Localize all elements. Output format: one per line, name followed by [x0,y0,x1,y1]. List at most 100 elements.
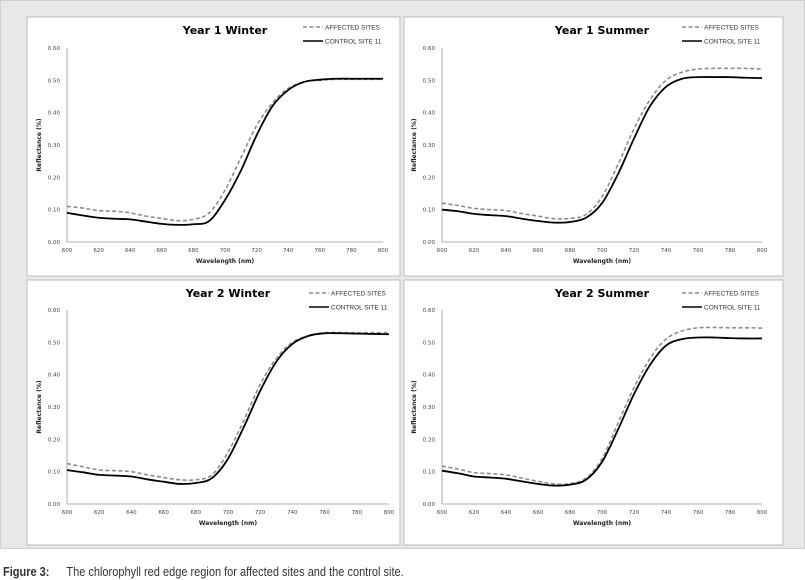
x-tick-label: 780 [725,248,736,254]
x-tick-label: 780 [725,510,736,516]
y-tick-label: 0.00 [48,502,61,508]
y-tick-label: 0.50 [48,340,61,346]
chart-title: Year 1 Winter [182,24,268,37]
chart-title: Year 2 Winter [185,287,271,300]
y-tick-label: 0.30 [423,405,436,411]
legend-label: AFFECTED SITES [704,290,760,297]
control-site-line [441,336,763,487]
x-tick-label: 680 [565,248,576,254]
control-site-line [66,332,390,485]
chart-panel: Year 1 Winter 0.00 0.10 0.20 0.30 0.40 0.50 0.6… [26,16,401,277]
figure-caption: Figure 3: The chlorophyll red edge region… [3,565,404,579]
affected-sites-line [66,331,389,482]
x-tick-label: 660 [533,510,544,516]
legend-label: AFFECTED SITES [331,290,387,297]
legend-label: AFFECTED SITES [704,24,760,31]
chart-title: Year 1 Summer [554,24,650,37]
control-site-line [441,76,763,224]
y-tick-label: 0.40 [48,111,61,117]
legend-label: CONTROL SITE 11 [704,38,761,45]
x-tick-label: 620 [469,510,480,516]
x-tick-label: 700 [597,248,608,254]
legend-label: CONTROL SITE 11 [704,304,761,311]
y-tick-label: 0.40 [423,111,436,117]
affected-sites-line [66,78,383,222]
y-tick-label: 0.10 [423,470,436,476]
x-tick-label: 760 [693,248,704,254]
y-axis-label: Reflectance (%) [411,118,418,171]
x-tick-label: 720 [255,510,266,516]
legend-label: CONTROL SITE 11 [331,304,388,311]
caption-text: The chlorophyll red edge region for affe… [66,565,404,579]
x-tick-label: 760 [315,248,326,254]
y-axis-label: Reflectance (%) [36,118,43,171]
x-tick-label: 680 [191,510,202,516]
x-tick-label: 740 [661,510,672,516]
y-tick-label: 0.60 [48,308,61,314]
x-axis-label: Wavelength (nm) [199,520,258,527]
x-tick-label: 600 [437,248,448,254]
x-tick-label: 720 [629,248,640,254]
chart-panel: Year 2 Summer 0.00 0.10 0.20 0.30 0.40 0.50 0.6… [403,279,784,546]
x-tick-label: 760 [693,510,704,516]
panel-background [26,16,401,277]
y-tick-label: 0.60 [423,46,436,52]
x-tick-label: 800 [757,510,768,516]
y-tick-label: 0.30 [48,405,61,411]
affected-sites-line [441,67,763,220]
y-tick-label: 0.30 [423,143,436,149]
y-tick-label: 0.00 [423,502,436,508]
x-tick-label: 620 [469,248,480,254]
x-tick-label: 700 [220,248,231,254]
y-tick-label: 0.10 [423,208,436,214]
x-tick-label: 600 [62,248,73,254]
x-tick-label: 780 [352,510,363,516]
x-tick-label: 660 [533,248,544,254]
chart-title: Year 2 Summer [554,287,650,300]
caption-label: Figure 3: [3,565,50,579]
x-axis-label: Wavelength (nm) [196,258,255,265]
x-tick-label: 740 [283,248,294,254]
x-tick-label: 700 [597,510,608,516]
y-tick-label: 0.10 [48,470,61,476]
chart-panel: Year 2 Winter 0.00 0.10 0.20 0.30 0.40 0.50 0.6… [26,279,401,546]
x-tick-label: 760 [319,510,330,516]
x-tick-label: 660 [157,248,168,254]
y-tick-label: 0.30 [48,143,61,149]
x-axis-label: Wavelength (nm) [573,258,632,265]
legend-label: CONTROL SITE 11 [325,38,382,45]
x-axis-label: Wavelength (nm) [573,520,632,527]
y-tick-label: 0.20 [423,437,436,443]
x-tick-label: 800 [378,248,389,254]
x-tick-label: 740 [661,248,672,254]
x-tick-label: 660 [158,510,169,516]
panel-background [403,16,784,277]
y-tick-label: 0.50 [423,340,436,346]
control-site-line [66,77,383,226]
x-tick-label: 600 [437,510,448,516]
chart-panel: Year 1 Summer 0.00 0.10 0.20 0.30 0.40 0.50 0.6… [403,16,784,277]
y-tick-label: 0.40 [48,373,61,379]
x-tick-label: 780 [346,248,357,254]
x-tick-label: 720 [251,248,262,254]
affected-sites-line [441,326,763,486]
y-tick-label: 0.20 [48,175,61,181]
y-axis-label: Reflectance (%) [411,380,418,433]
y-tick-label: 0.40 [423,373,436,379]
y-tick-label: 0.50 [423,78,436,84]
x-tick-label: 800 [757,248,768,254]
x-tick-label: 640 [501,248,512,254]
x-tick-label: 800 [384,510,395,516]
x-tick-label: 620 [93,248,104,254]
y-tick-label: 0.00 [48,240,61,246]
y-tick-label: 0.50 [48,78,61,84]
x-tick-label: 640 [125,248,136,254]
x-tick-label: 640 [126,510,137,516]
x-tick-label: 740 [287,510,298,516]
y-tick-label: 0.10 [48,208,61,214]
y-tick-label: 0.20 [48,437,61,443]
x-tick-label: 680 [565,510,576,516]
y-axis-label: Reflectance (%) [36,380,43,433]
y-tick-label: 0.60 [423,308,436,314]
